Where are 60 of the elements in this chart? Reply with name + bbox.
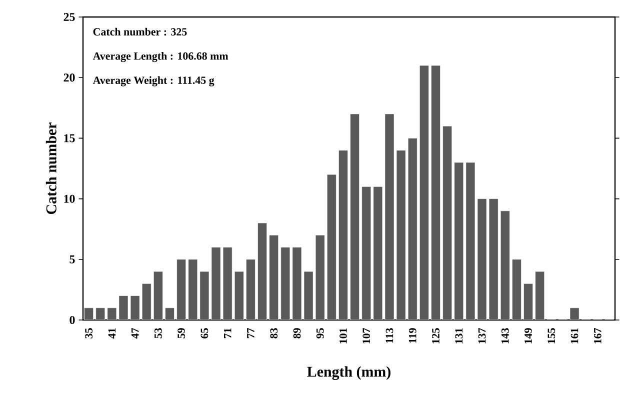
bar bbox=[234, 271, 244, 320]
x-tick-label: 65 bbox=[200, 328, 208, 338]
bar bbox=[442, 126, 452, 320]
bar bbox=[535, 271, 544, 320]
x-tick-label: 83 bbox=[270, 328, 278, 338]
x-tick-label: 53 bbox=[154, 328, 162, 338]
bar bbox=[431, 65, 440, 320]
x-tick-label: 167 bbox=[594, 328, 602, 344]
x-tick-label: 89 bbox=[293, 328, 301, 338]
bar bbox=[246, 259, 256, 320]
bar bbox=[258, 222, 267, 320]
x-tick-label: 143 bbox=[501, 328, 509, 344]
x-tick-label: 71 bbox=[224, 328, 232, 338]
y-tick-label: 15 bbox=[64, 134, 75, 142]
x-tick-label: 35 bbox=[85, 328, 92, 338]
bar bbox=[373, 186, 383, 320]
bar bbox=[327, 174, 336, 320]
bar bbox=[269, 235, 278, 320]
x-tick-label: 125 bbox=[432, 328, 440, 344]
x-tick-label: 59 bbox=[178, 328, 185, 338]
x-tick-label: 137 bbox=[478, 328, 486, 344]
y-tick-label: 20 bbox=[64, 74, 75, 82]
bar bbox=[408, 138, 418, 320]
y-tick-label: 25 bbox=[64, 12, 75, 22]
annotation: Catch number : 325 bbox=[93, 28, 187, 36]
x-tick-label: 101 bbox=[340, 328, 347, 344]
bar bbox=[350, 114, 360, 320]
x-tick-label: 119 bbox=[408, 328, 416, 343]
x-tick-label: 107 bbox=[362, 328, 370, 344]
x-tick-label: 113 bbox=[386, 328, 394, 343]
x-tick-label: 155 bbox=[548, 328, 556, 344]
y-axis-title: Catch number bbox=[46, 122, 56, 214]
x-axis-title: Length (mm) bbox=[307, 366, 390, 380]
bar bbox=[362, 186, 372, 320]
x-tick-label: 47 bbox=[131, 328, 139, 339]
y-tick-label: 10 bbox=[64, 194, 75, 203]
annotation: Average Weight : 111.45 g bbox=[92, 76, 214, 86]
x-tick-label: 131 bbox=[455, 328, 463, 344]
y-tick-label: 5 bbox=[70, 255, 75, 264]
x-tick-label: 41 bbox=[108, 328, 116, 339]
bar bbox=[420, 65, 429, 320]
x-tick-label: 161 bbox=[570, 328, 578, 344]
bar bbox=[488, 198, 498, 320]
bar bbox=[154, 271, 163, 320]
y-tick-label: 0 bbox=[70, 316, 75, 324]
annotation: Average Length : 106.68 mm bbox=[92, 52, 228, 62]
bar bbox=[512, 259, 522, 320]
bar bbox=[176, 259, 186, 320]
x-tick-label: 77 bbox=[247, 328, 254, 338]
bar bbox=[142, 283, 152, 320]
bar bbox=[222, 247, 232, 320]
bar bbox=[454, 162, 464, 320]
bar bbox=[338, 150, 348, 320]
x-tick-label: 95 bbox=[316, 328, 324, 338]
x-tick-label: 149 bbox=[524, 328, 532, 344]
bar bbox=[280, 247, 290, 320]
bar bbox=[500, 210, 510, 320]
bar bbox=[315, 235, 325, 320]
bar bbox=[188, 259, 198, 320]
bar bbox=[524, 283, 533, 320]
